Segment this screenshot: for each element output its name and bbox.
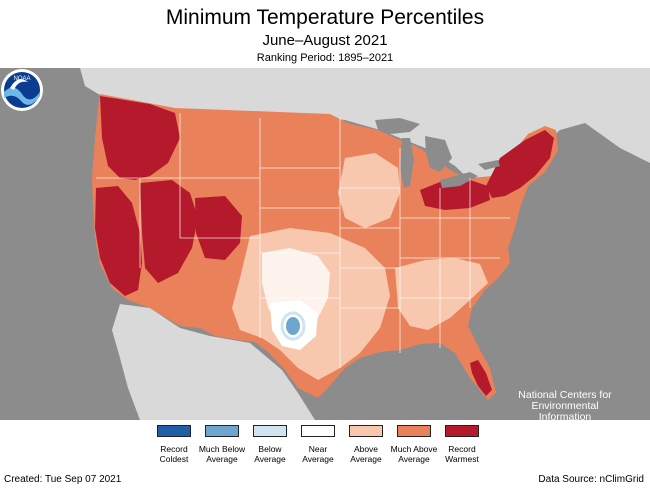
legend-label: Near Average bbox=[302, 444, 334, 464]
legend-item-record-coldest: Record Coldest bbox=[150, 425, 198, 464]
legend-item-much-above-average: Much Above Average bbox=[390, 425, 438, 464]
great-lakes-record-warm bbox=[420, 180, 490, 210]
page-title: Minimum Temperature Percentiles bbox=[165, 6, 485, 29]
southeast-above-average-region bbox=[395, 258, 488, 330]
noaa-logo-icon: NOAA bbox=[1, 69, 43, 111]
map-header: Minimum Temperature Percentiles June–Aug… bbox=[0, 0, 650, 68]
mexico-landmass bbox=[112, 304, 315, 420]
legend-label: Record Coldest bbox=[159, 444, 189, 464]
lake-ontario bbox=[478, 160, 500, 170]
legend-swatch bbox=[253, 425, 287, 437]
lake-superior bbox=[375, 118, 420, 134]
legend-swatch bbox=[397, 425, 431, 437]
legend-item-below-average: Below Average bbox=[246, 425, 294, 464]
state-borders bbox=[96, 113, 510, 368]
legend-item-record-warmest: Record Warmest bbox=[438, 425, 486, 464]
rockies-record-warm bbox=[195, 196, 242, 260]
legend-swatch bbox=[301, 425, 335, 437]
noaa-logo-text: NOAA bbox=[13, 76, 30, 82]
ranking-period: Ranking Period: 1895–2021 bbox=[256, 52, 394, 64]
legend-item-above-average: Above Average bbox=[342, 425, 390, 464]
legend-label: Much Above Average bbox=[390, 444, 438, 464]
texas-below-average-halo bbox=[280, 311, 306, 341]
legend-label: Much Below Average bbox=[198, 444, 246, 464]
legend-item-near-average: Near Average bbox=[294, 425, 342, 464]
west-coast-record-warm bbox=[95, 186, 142, 296]
legend-swatch bbox=[205, 425, 239, 437]
legend-label: Above Average bbox=[350, 444, 382, 464]
legend-item-much-below-average: Much Below Average bbox=[198, 425, 246, 464]
legend-swatch bbox=[157, 425, 191, 437]
great-basin-record-warm bbox=[140, 180, 198, 283]
map-panel: NOAA National Centers for Environmental … bbox=[0, 68, 650, 420]
legend-label: Below Average bbox=[254, 444, 286, 464]
legend-swatch bbox=[445, 425, 479, 437]
midwest-above-average-region bbox=[338, 153, 400, 228]
percentile-legend: Record Coldest Much Below Average Below … bbox=[150, 425, 490, 485]
organization-name: National Centers for Environmental Infor… bbox=[518, 389, 612, 421]
lake-erie bbox=[440, 172, 478, 188]
legend-swatch bbox=[349, 425, 383, 437]
page-subtitle: June–August 2021 bbox=[262, 32, 388, 49]
lake-huron bbox=[425, 136, 452, 172]
pacific-northwest-record-warm bbox=[100, 96, 180, 180]
us-percentile-map bbox=[0, 68, 650, 420]
lake-michigan bbox=[400, 138, 414, 188]
florida-record-warm bbox=[470, 360, 492, 396]
data-source: Data Source: nClimGrid bbox=[538, 474, 644, 485]
canada-landmass bbox=[0, 68, 650, 186]
created-date: Created: Tue Sep 07 2021 bbox=[4, 474, 122, 485]
texas-below-average-spot bbox=[286, 317, 300, 335]
legend-label: Record Warmest bbox=[445, 444, 479, 464]
northeast-record-warm bbox=[486, 130, 554, 198]
